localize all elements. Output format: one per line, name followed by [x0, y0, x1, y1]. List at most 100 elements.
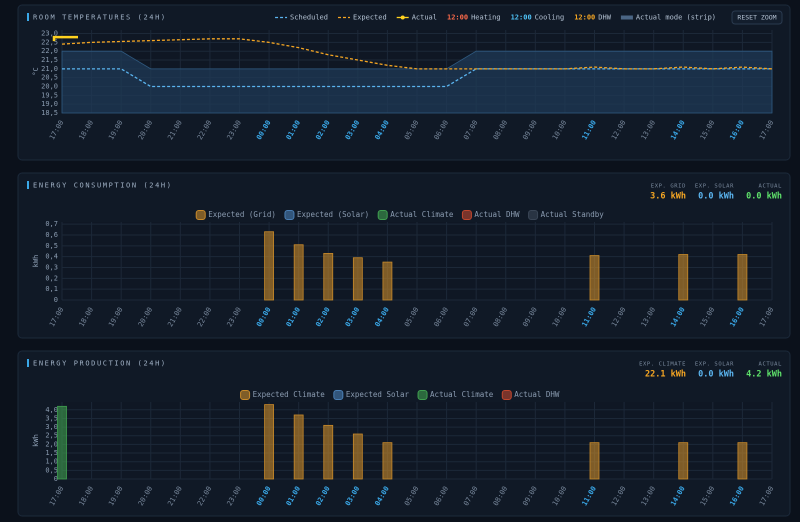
stat-label: ACTUAL — [759, 362, 783, 368]
y-tick-label: 22,5 — [41, 38, 58, 46]
y-tick-label: 0 — [54, 296, 58, 304]
bar — [382, 261, 393, 301]
y-axis-label: kWh — [32, 434, 40, 447]
series-line — [61, 38, 773, 70]
bar — [678, 442, 689, 480]
legend-swatch — [620, 15, 633, 20]
mode-name: DHW — [598, 14, 611, 22]
legend-label: Actual Climate — [430, 390, 494, 399]
y-tick-label: 18,5 — [41, 109, 58, 117]
mode-time: 12:00 — [574, 14, 595, 22]
bar — [589, 255, 600, 301]
title-accent — [27, 181, 29, 189]
legend-label: Actual mode (strip) — [636, 14, 716, 22]
legend-swatch — [333, 390, 344, 400]
legend-swatch — [461, 210, 472, 220]
y-tick-label: 0,3 — [45, 264, 58, 272]
button-frame — [731, 10, 783, 25]
mode-name: Heating — [471, 14, 501, 22]
legend-swatch — [528, 210, 539, 220]
bar — [323, 253, 334, 301]
legend-label: Expected Solar — [346, 390, 410, 399]
legend-label: Expected (Solar) — [297, 210, 369, 219]
y-tick-label: 4,0 — [45, 406, 58, 414]
stat-value: 3.6 kWh — [650, 192, 686, 202]
legend: Expected Climate Expected Solar Actual Cli… — [240, 390, 560, 400]
mode-time: 12:00 — [447, 14, 468, 22]
bar — [678, 254, 689, 301]
bar — [589, 442, 600, 480]
stat-value: 0.0 kWh — [698, 370, 734, 380]
legend-label: Actual DHW — [514, 390, 560, 399]
legend: Scheduled Expected Actual 12:00 Heating 12:00… — [275, 14, 716, 22]
y-tick-label: 3,5 — [45, 414, 58, 422]
y-axis-label: °C — [32, 67, 40, 75]
legend-label: Scheduled — [290, 14, 328, 22]
y-tick-label: 23,0 — [41, 30, 58, 38]
y-tick-label: 21,5 — [41, 56, 58, 64]
legend: Expected (Grid) Expected (Solar) Actual Cl… — [195, 210, 605, 220]
legend-swatch — [377, 210, 388, 220]
y-tick-label: 0,6 — [45, 231, 58, 239]
legend-label: Expected Climate — [253, 390, 326, 399]
series-line — [52, 35, 78, 42]
bar — [352, 433, 363, 480]
panel-title: ROOM TEMPERATURES (24H) — [33, 14, 167, 22]
stat-value: 22.1 kWh — [645, 370, 686, 380]
legend-swatch — [284, 210, 295, 220]
legend-label: Actual Standby — [541, 210, 605, 219]
stat-label: ACTUAL — [759, 184, 783, 190]
y-tick-label: 2,5 — [45, 432, 58, 440]
y-tick-label: 0,7 — [45, 220, 58, 228]
y-tick-label: 19,5 — [41, 91, 58, 99]
panel-title: ENERGY CONSUMPTION (24H) — [33, 182, 173, 190]
bar — [264, 404, 274, 480]
title-accent — [27, 359, 29, 367]
bar — [264, 231, 274, 301]
y-tick-label: 0,2 — [45, 274, 58, 282]
bar — [293, 244, 304, 301]
y-tick-label: 0,1 — [45, 285, 58, 293]
bar — [293, 414, 304, 480]
legend-label: Actual Climate — [390, 210, 454, 219]
stat-value: 0.0 kWh — [746, 192, 782, 202]
y-tick-label: 0,4 — [45, 253, 58, 261]
legend-label: Expected (Grid) — [208, 210, 276, 219]
series-line — [62, 68, 772, 88]
stat-label: EXP. GRID — [651, 184, 686, 190]
stat-label: EXP. SOLAR — [695, 184, 734, 190]
y-tick-label: 20,0 — [41, 83, 58, 91]
y-tick-label: 2,0 — [45, 440, 58, 448]
legend-swatch — [195, 210, 206, 220]
title-accent — [27, 13, 29, 21]
bar — [57, 405, 67, 480]
legend-swatch — [501, 390, 512, 400]
y-tick-label: 1,0 — [45, 458, 58, 466]
panel-title: ENERGY PRODUCTION (24H) — [33, 360, 167, 368]
legend-label: Expected — [353, 14, 387, 22]
reset-zoom-button[interactable]: RESET ZOOM — [731, 10, 783, 25]
mode-time: 12:00 — [511, 14, 532, 22]
y-tick-label: 20,5 — [41, 74, 58, 82]
y-tick-label: 0,5 — [45, 466, 58, 474]
y-tick-label: 21,0 — [41, 65, 58, 73]
stat-label: EXP. CLIMATE — [639, 362, 686, 368]
legend-marker — [400, 15, 405, 20]
y-tick-label: 19,0 — [41, 100, 58, 108]
stat-label: EXP. SOLAR — [695, 362, 734, 368]
bar — [323, 424, 334, 480]
y-tick-label: 22,0 — [41, 47, 58, 55]
mode-name: Cooling — [535, 14, 565, 22]
legend-swatch — [417, 390, 428, 400]
bar — [382, 442, 393, 480]
bar — [352, 257, 363, 301]
stat-value: 4.2 kWh — [746, 370, 782, 380]
legend-label: Actual DHW — [474, 210, 520, 219]
y-tick-label: 0,5 — [45, 242, 58, 250]
stat-value: 0.0 kWh — [698, 192, 734, 202]
y-tick-label: 0 — [54, 475, 58, 483]
y-tick-label: 1,5 — [45, 449, 58, 457]
bar — [737, 254, 748, 301]
